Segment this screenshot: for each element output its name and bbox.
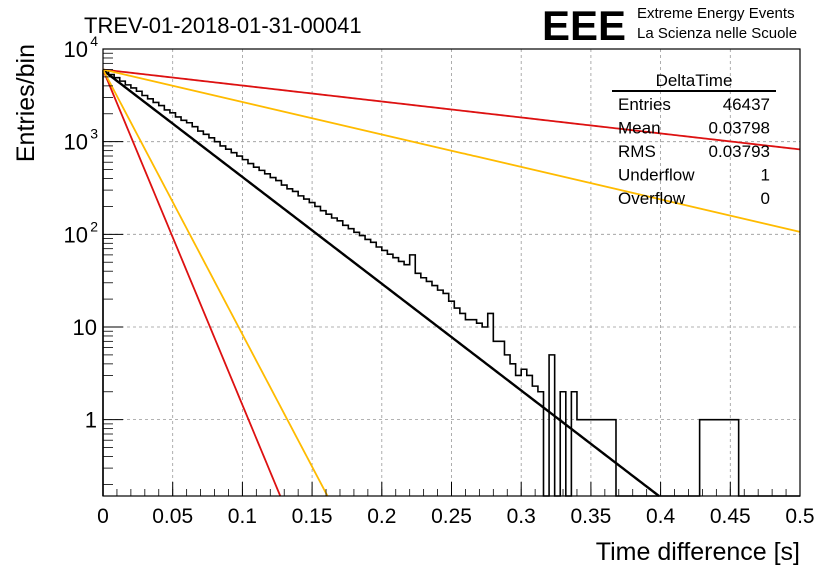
stats-title: DeltaTime: [656, 71, 733, 90]
eee-logo-mark: EEE: [542, 2, 626, 49]
y-tick-exponent: 3: [90, 126, 98, 142]
y-tick-exponent: 4: [90, 33, 98, 49]
y-tick-base: 10: [64, 222, 88, 247]
x-tick-label: 0.35: [570, 505, 611, 528]
x-tick-label: 0.45: [710, 505, 751, 528]
y-tick-label: 1: [85, 408, 97, 433]
x-tick-label: 0.25: [431, 505, 472, 528]
y-tick-label: 10: [64, 130, 88, 155]
x-tick-label: 0.1: [228, 505, 257, 528]
y-tick-label: 10: [64, 222, 88, 247]
y-tick-base: 10: [64, 37, 88, 62]
histogram-outline: [102, 70, 800, 497]
x-axis: 0 0.05 0.1 0.15 0.2 0.25 0.3 0.35 0.4 0.45 0.5: [97, 482, 815, 528]
y-axis-label: Entries/bin: [12, 44, 40, 162]
fit-curve-1: [102, 68, 801, 151]
eee-logo-line2: La Scienza nelle Scuole: [637, 25, 797, 42]
eee-logo: EEE Extreme Energy Events La Scienza nel…: [542, 2, 797, 49]
stats-row-label: Entries: [618, 95, 671, 114]
fit-curve-0: [102, 69, 660, 497]
x-tick-label: 0.2: [367, 505, 396, 528]
stats-row-label: Underflow: [618, 166, 695, 185]
x-tick-label: 0.5: [785, 505, 814, 528]
fit-curves: [102, 68, 801, 497]
x-tick-label: 0.3: [507, 505, 536, 528]
x-tick-label: 0.4: [646, 505, 676, 528]
stats-row-value: 0.03798: [709, 119, 770, 138]
fit-curve-4: [102, 69, 329, 497]
stats-row-value: 46437: [723, 95, 770, 114]
stats-box: DeltaTime Entries 46437 Mean 0.03798 RMS 0.037…: [612, 71, 776, 208]
chart-title: TREV-01-2018-01-31-00041: [84, 13, 362, 38]
stats-row-value: 0: [761, 189, 770, 208]
x-tick-label: 0.15: [292, 505, 333, 528]
grid-lines: [103, 49, 800, 496]
fit-curve-3: [102, 68, 801, 233]
y-tick-exponent: 2: [90, 218, 98, 234]
y-tick-base: 10: [64, 130, 88, 155]
stats-row-label: RMS: [618, 142, 656, 161]
histogram: [102, 70, 800, 497]
stats-row-label: Overflow: [618, 189, 686, 208]
fit-curve-2: [102, 69, 282, 497]
y-tick-label: 10: [73, 315, 97, 340]
x-axis-label: Time difference [s]: [596, 538, 800, 566]
eee-logo-line1: Extreme Energy Events: [637, 5, 795, 22]
stats-row-value: 0.03793: [709, 142, 770, 161]
stats-row-value: 1: [761, 166, 770, 185]
stats-row-label: Mean: [618, 119, 661, 138]
y-tick-label: 10: [64, 37, 88, 62]
x-tick-label: 0: [97, 505, 109, 528]
x-tick-label: 0.05: [152, 505, 193, 528]
